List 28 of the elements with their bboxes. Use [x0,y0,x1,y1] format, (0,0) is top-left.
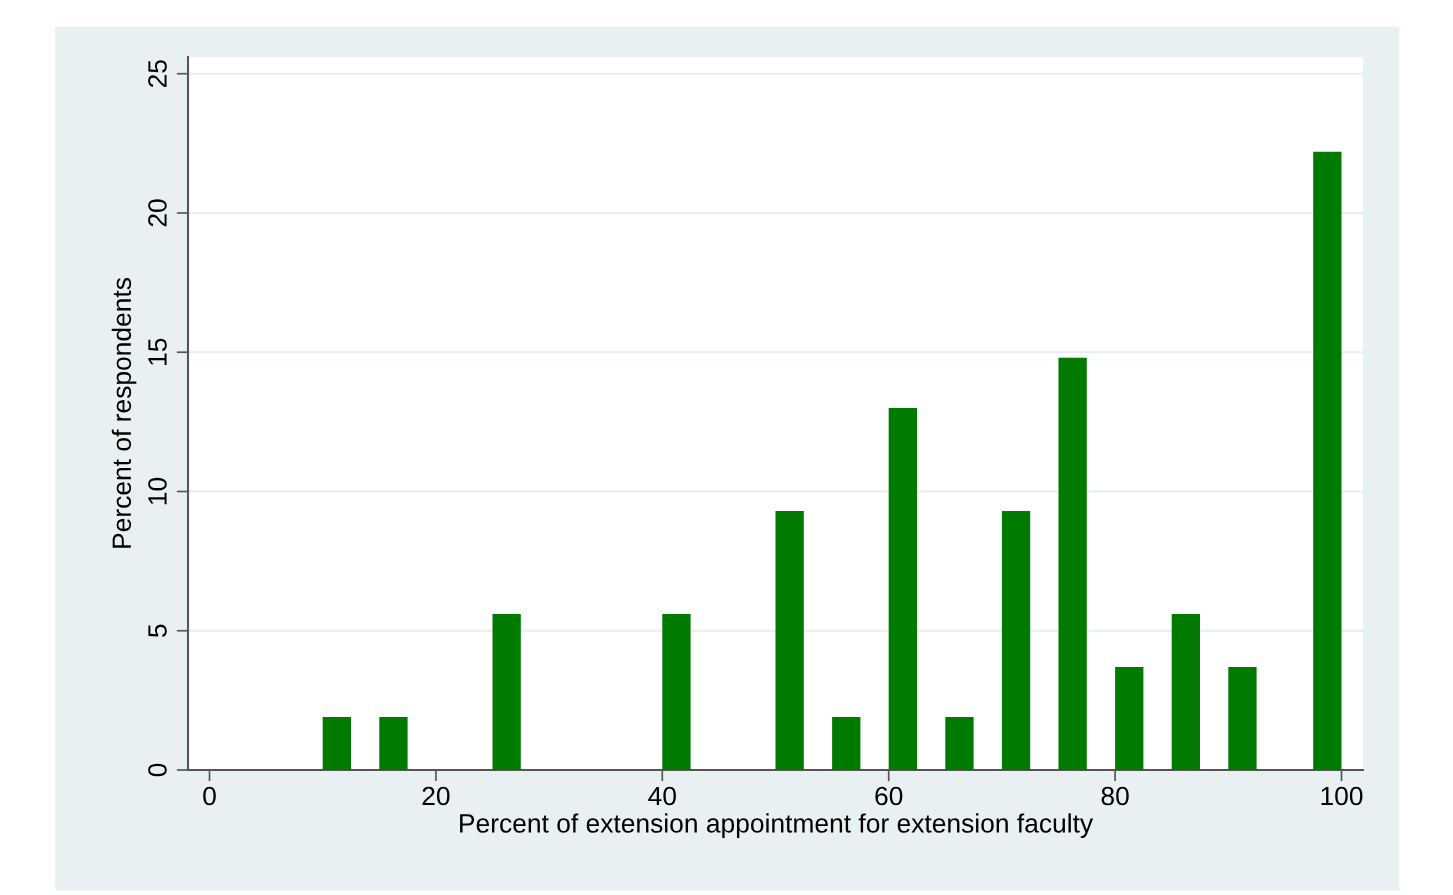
x-tick-label: 0 [203,786,216,806]
bar [322,717,352,770]
bar [492,614,521,770]
bar [775,510,804,770]
y-tick-label: 0 [148,763,167,777]
x-tick-label: 80 [1101,786,1129,806]
x-tick-label: 40 [648,786,676,806]
y-tick-label: 20 [148,199,167,227]
bar [379,717,408,770]
bar [945,717,974,770]
x-tick-label: 20 [422,786,450,806]
y-axis-title: Percent of respondents [111,278,137,548]
bar [1115,666,1144,770]
bar [662,614,691,770]
bar [832,717,861,770]
y-tick-label: 15 [148,338,167,365]
y-tick-label: 10 [148,477,167,505]
bar [1058,357,1087,770]
y-tick-label: 25 [148,60,167,88]
x-tick-label: 60 [875,786,903,806]
x-axis-title: Percent of extension appointment for extension faculty [460,813,1094,838]
x-tick-label: 100 [1321,786,1363,806]
bar [1001,510,1031,770]
bar [1171,614,1200,770]
bar [1228,666,1257,770]
bar [888,407,917,770]
y-tick-label: 5 [148,624,167,638]
bar [1313,151,1342,770]
